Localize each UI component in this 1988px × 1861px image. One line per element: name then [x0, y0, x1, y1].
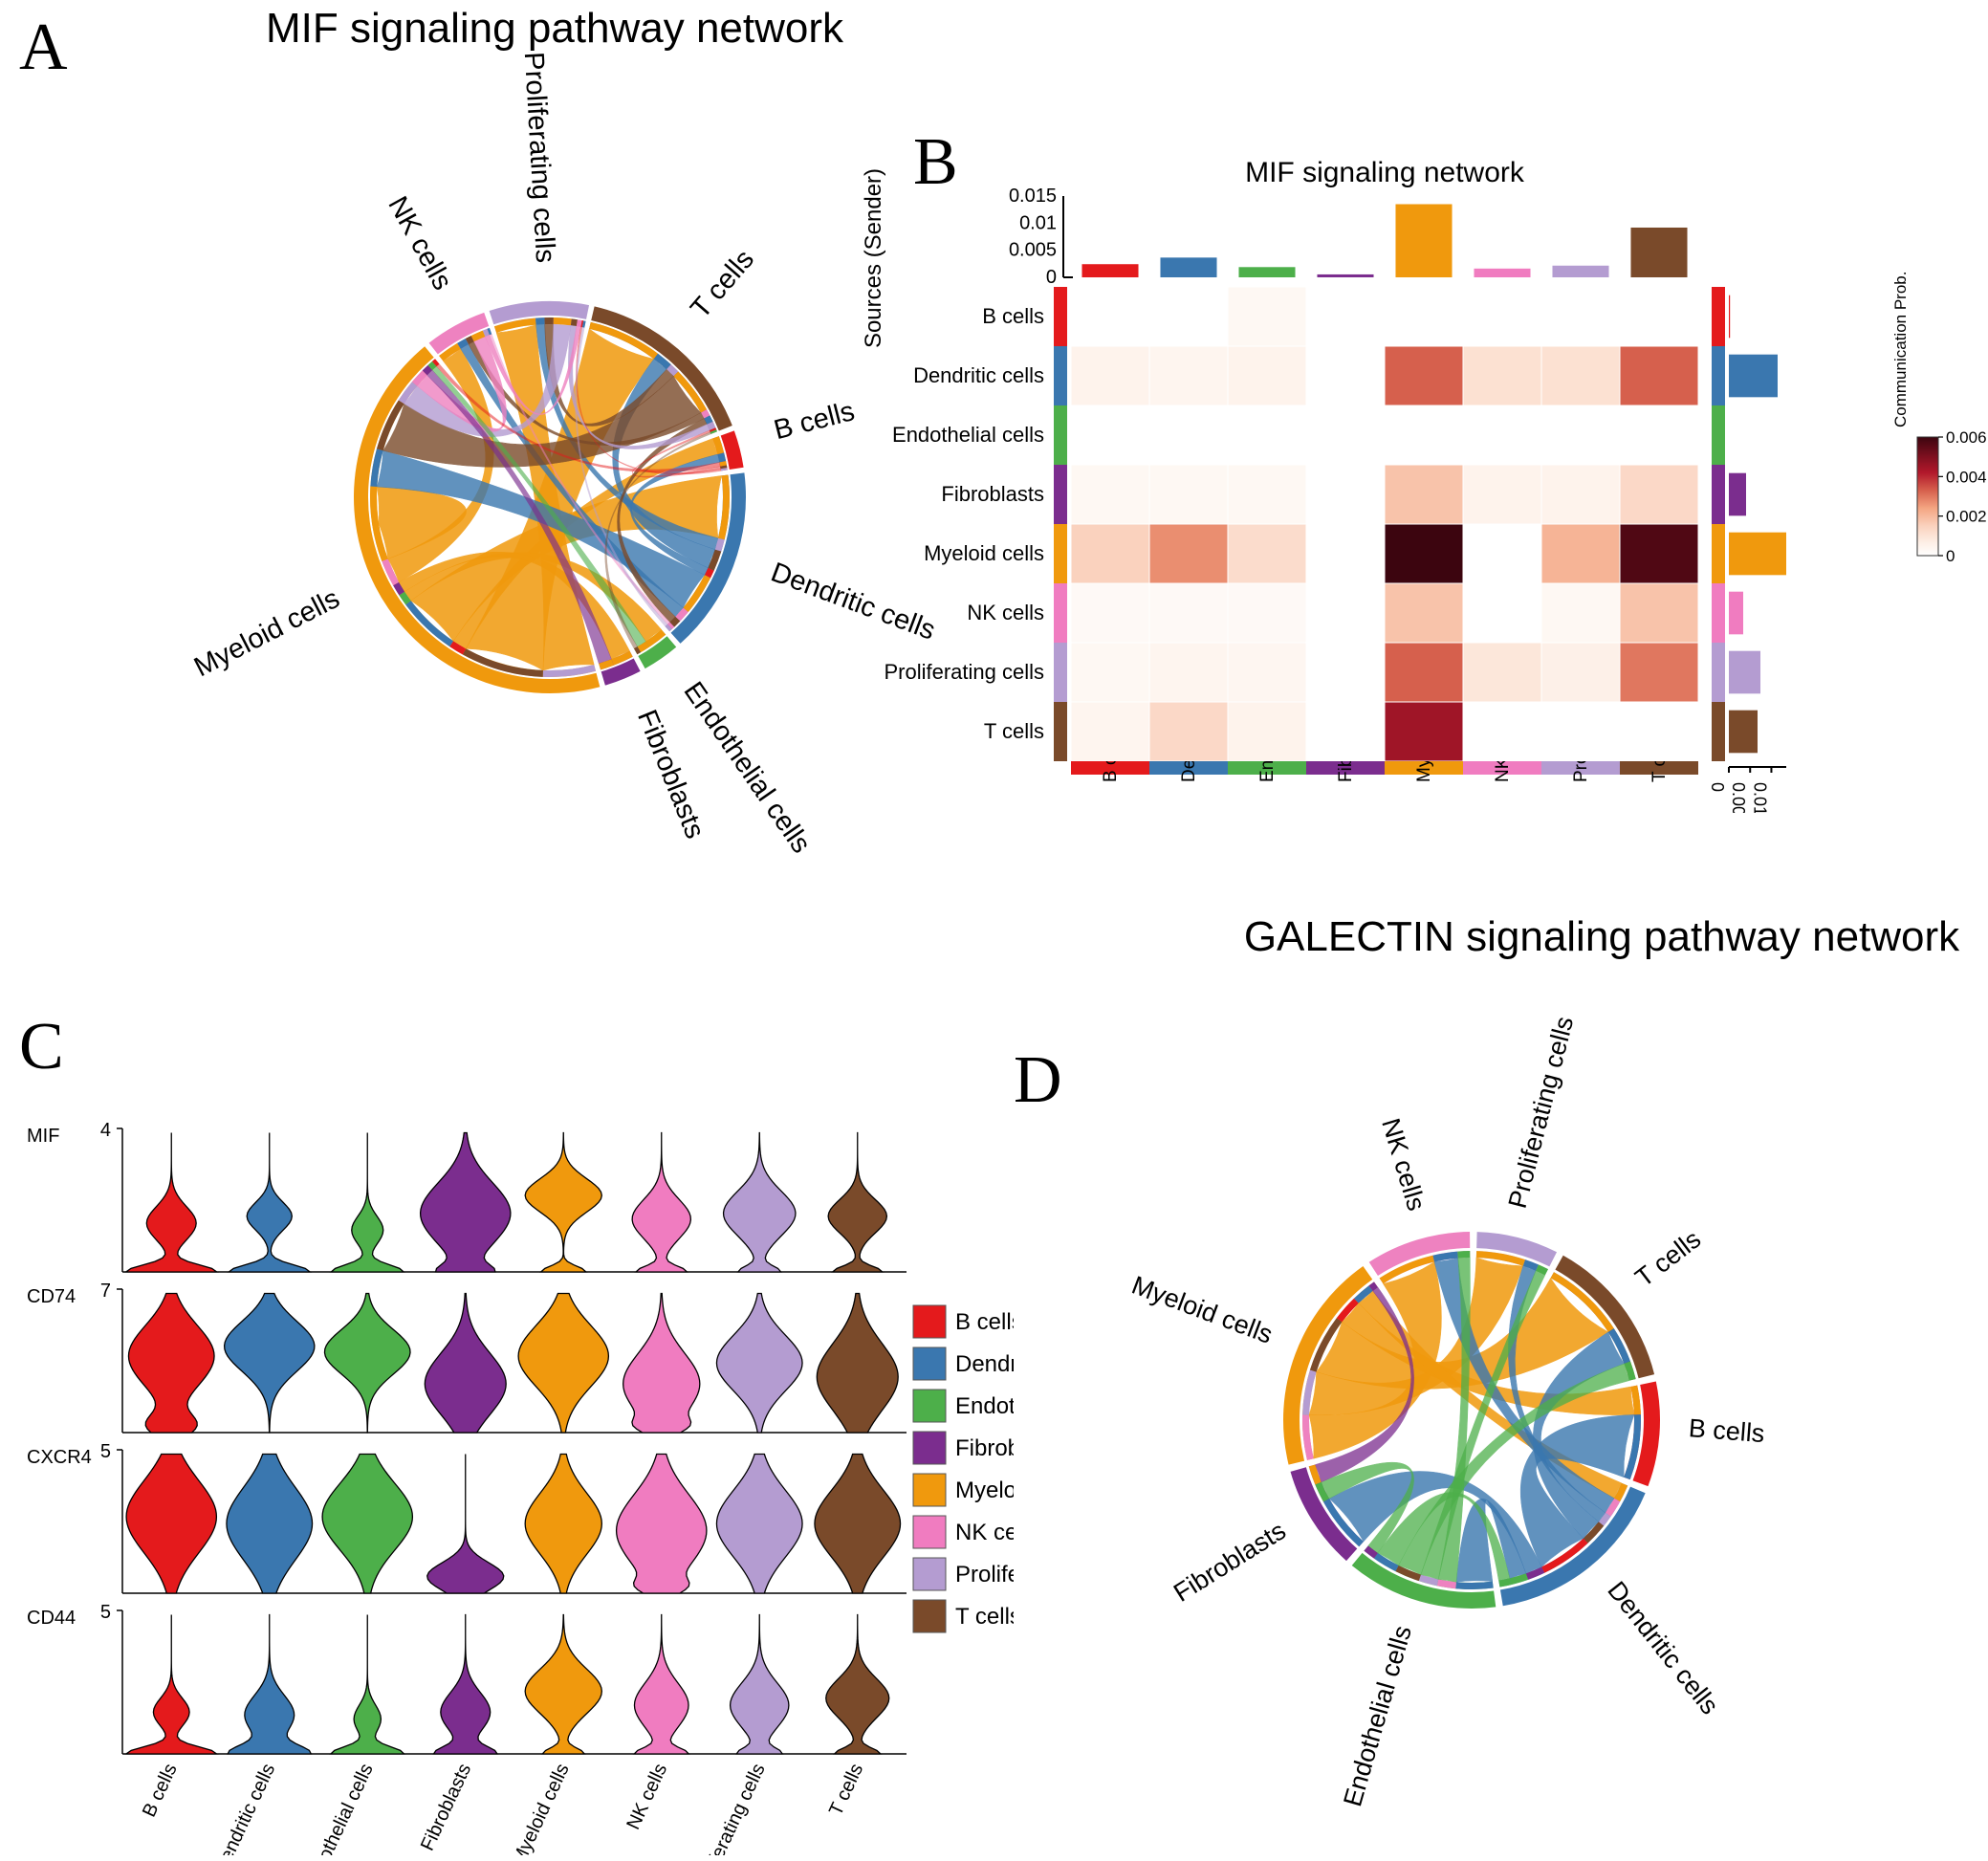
svg-text:7: 7 [100, 1281, 111, 1302]
svg-text:Proliferating cells: Proliferating cells [688, 1761, 769, 1855]
svg-text:Fibroblasts: Fibroblasts [631, 706, 710, 843]
svg-text:CXCR4: CXCR4 [27, 1447, 92, 1468]
svg-text:NK cells: NK cells [967, 601, 1044, 624]
svg-text:T cells: T cells [825, 1761, 867, 1819]
svg-text:MIF signaling network: MIF signaling network [1245, 157, 1525, 188]
svg-text:NK cells: NK cells [1376, 1115, 1431, 1214]
svg-text:T cells: T cells [984, 719, 1044, 743]
svg-text:Endothelial cells: Endothelial cells [300, 1761, 378, 1855]
svg-text:Proliferating cells: Proliferating cells [955, 1562, 1014, 1587]
svg-text:0: 0 [1708, 782, 1727, 792]
svg-text:0.015: 0.015 [1009, 186, 1057, 207]
svg-text:Dendritic cells: Dendritic cells [913, 363, 1044, 387]
svg-text:5: 5 [100, 1441, 111, 1462]
svg-text:Myeloid cells: Myeloid cells [955, 1478, 1014, 1503]
svg-text:0: 0 [1046, 267, 1057, 288]
svg-text:B cells: B cells [1688, 1413, 1766, 1448]
svg-text:Endothelial cells: Endothelial cells [1338, 1623, 1417, 1810]
svg-text:0.002: 0.002 [1946, 508, 1987, 526]
svg-text:0.01: 0.01 [1750, 782, 1769, 813]
svg-text:T cells: T cells [1629, 1225, 1706, 1293]
svg-text:Proliferating cells: Proliferating cells [518, 52, 560, 264]
svg-text:0.006: 0.006 [1946, 428, 1987, 447]
svg-text:0: 0 [1946, 547, 1955, 565]
svg-text:Communication Prob.: Communication Prob. [1891, 272, 1910, 427]
svg-text:Myeloid cells: Myeloid cells [1128, 1271, 1277, 1349]
svg-text:Endothelial cells: Endothelial cells [892, 423, 1044, 447]
svg-text:0.005: 0.005 [1009, 240, 1057, 261]
svg-text:B cells: B cells [139, 1761, 182, 1821]
svg-text:Fibroblasts: Fibroblasts [1169, 1516, 1291, 1608]
svg-text:B cells: B cells [955, 1309, 1014, 1335]
svg-text:NK cells: NK cells [623, 1761, 671, 1833]
svg-text:Fibroblasts: Fibroblasts [941, 482, 1044, 506]
svg-text:T cells: T cells [955, 1604, 1014, 1630]
svg-text:0.004: 0.004 [1946, 468, 1987, 486]
svg-text:Dendritic cells: Dendritic cells [1602, 1576, 1724, 1719]
svg-text:NK cells: NK cells [955, 1520, 1014, 1545]
svg-text:5: 5 [100, 1602, 111, 1623]
svg-text:Dendritic cells: Dendritic cells [210, 1761, 280, 1855]
svg-text:Myeloid cells: Myeloid cells [189, 583, 344, 683]
svg-text:Endothelial cells: Endothelial cells [955, 1393, 1014, 1419]
svg-text:Myeloid cells: Myeloid cells [924, 541, 1044, 565]
svg-text:Myeloid cells: Myeloid cells [508, 1761, 573, 1855]
svg-text:B cells: B cells [982, 304, 1044, 328]
svg-text:Proliferating cells: Proliferating cells [1503, 1014, 1580, 1212]
svg-text:CD74: CD74 [27, 1286, 76, 1307]
svg-text:Dendritic cells: Dendritic cells [955, 1351, 1014, 1377]
svg-text:0.005: 0.005 [1729, 782, 1748, 813]
svg-text:T cells: T cells [685, 244, 760, 324]
svg-text:NK cells: NK cells [382, 191, 457, 296]
svg-text:0.01: 0.01 [1019, 212, 1057, 233]
svg-text:CD44: CD44 [27, 1608, 76, 1629]
svg-text:Proliferating cells: Proliferating cells [884, 660, 1044, 684]
svg-text:Fibroblasts: Fibroblasts [417, 1761, 475, 1854]
svg-text:MIF: MIF [27, 1126, 59, 1147]
svg-text:4: 4 [100, 1120, 111, 1141]
svg-text:Fibroblasts: Fibroblasts [955, 1435, 1014, 1461]
